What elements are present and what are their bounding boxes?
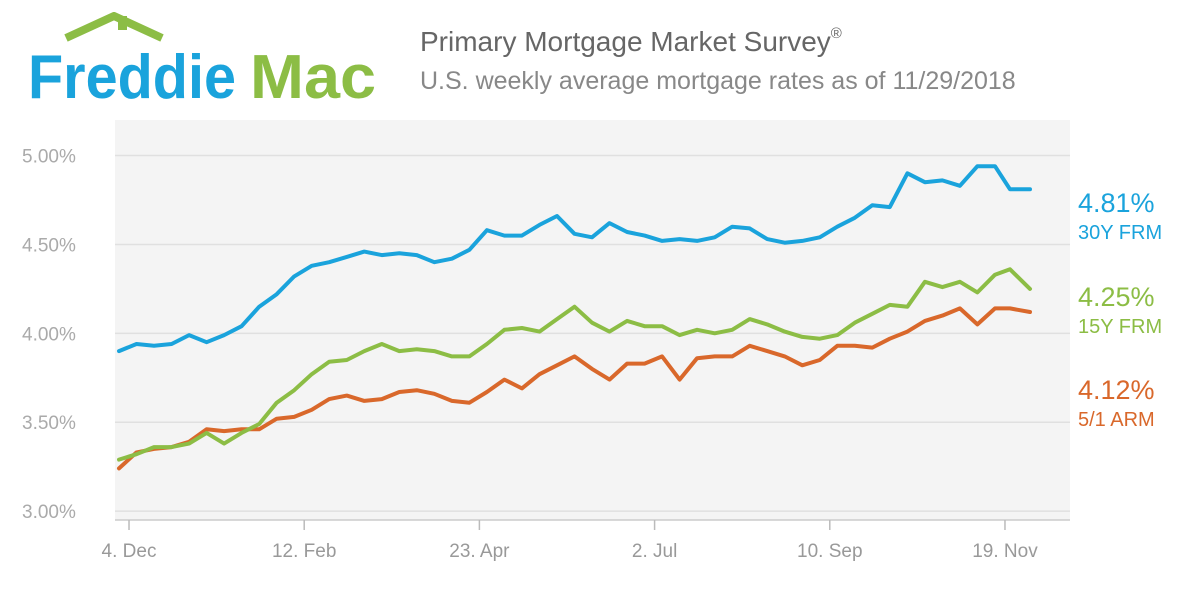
legend-arm-value: 4.12% (1078, 375, 1155, 405)
y-tick-label: 5.00% (22, 147, 76, 168)
legend-15y-value: 4.25% (1078, 282, 1155, 312)
series-line-30y-frm (117, 164, 1032, 354)
svg-text:Freddie: Freddie (28, 43, 236, 107)
y-tick-label: 4.00% (22, 324, 76, 345)
y-tick-label: 3.00% (22, 502, 76, 523)
chart-subtitle: U.S. weekly average mortgage rates as of… (420, 67, 1016, 95)
x-tick-label: 10. Sep (797, 541, 863, 562)
x-tick-label: 2. Jul (632, 541, 677, 562)
legend-15y: 4.25% 15Y FRM (1078, 282, 1170, 338)
series-line-15y-frm (117, 267, 1032, 462)
logo-roof-icon (64, 12, 164, 42)
chart-title: Primary Mortgage Market Survey® (420, 25, 842, 57)
x-tick-label: 4. Dec (102, 541, 157, 562)
chart-header: Primary Mortgage Market Survey® U.S. wee… (420, 25, 1016, 95)
legend-30y-label: 30Y FRM (1078, 222, 1163, 244)
freddie-mac-logo: Freddie Mac (22, 12, 382, 107)
legend-15y-label: 15Y FRM (1078, 316, 1163, 338)
svg-text:Mac: Mac (250, 43, 376, 107)
registered-mark: ® (830, 25, 842, 42)
legend-arm-label: 5/1 ARM (1078, 409, 1155, 431)
legend-30y: 4.81% 30Y FRM (1078, 188, 1170, 244)
y-tick-label: 3.50% (22, 413, 76, 434)
series-line-5-1-arm (117, 306, 1032, 471)
x-tick-label: 12. Feb (272, 541, 336, 562)
legend-arm: 4.12% 5/1 ARM (1078, 375, 1170, 431)
plot-area (115, 120, 1070, 520)
x-tick-label: 23. Apr (449, 541, 510, 562)
y-tick-label: 4.50% (22, 235, 76, 256)
x-tick-label: 19. Nov (972, 541, 1038, 562)
legend-30y-value: 4.81% (1078, 188, 1155, 218)
